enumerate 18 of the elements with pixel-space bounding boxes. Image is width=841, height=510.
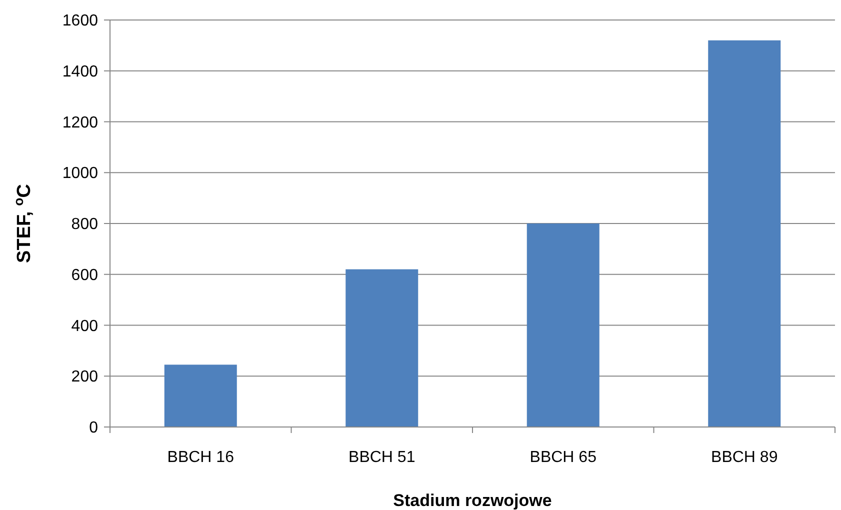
bar xyxy=(164,364,237,427)
y-tick-label: 1200 xyxy=(62,114,98,132)
y-tick-label: 1000 xyxy=(62,165,98,182)
bar xyxy=(346,269,418,427)
x-tick-label: BBCH 65 xyxy=(530,449,597,466)
x-tick-label: BBCH 89 xyxy=(711,449,778,466)
x-tick-label: BBCH 51 xyxy=(348,449,416,466)
bar xyxy=(526,224,600,427)
y-tick-label: 200 xyxy=(71,368,98,386)
y-tick-label: 800 xyxy=(71,216,98,234)
x-tick-label: BBCH 16 xyxy=(167,449,234,466)
y-tick-label: 1600 xyxy=(62,12,98,30)
y-tick-label: 400 xyxy=(71,318,98,335)
y-tick-label: 0 xyxy=(89,420,98,437)
y-tick-label: 600 xyxy=(71,266,98,284)
bar xyxy=(708,40,781,427)
y-tick-label: 1400 xyxy=(62,63,98,80)
x-axis-title: Stadium rozwojowe xyxy=(393,491,552,510)
